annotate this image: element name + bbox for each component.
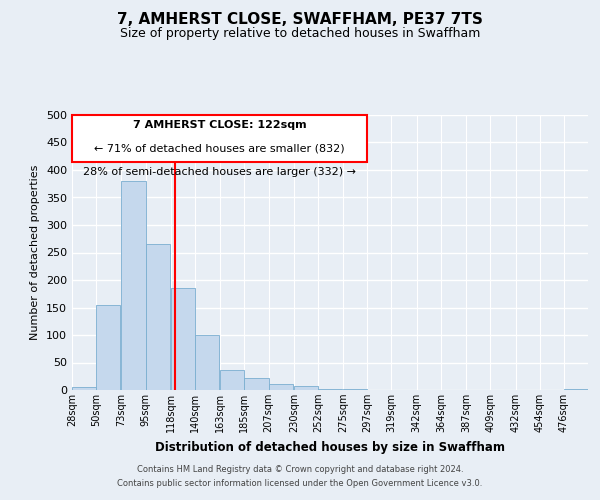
FancyBboxPatch shape <box>72 115 367 162</box>
Bar <box>195 335 219 390</box>
Bar <box>294 386 318 390</box>
Text: 7, AMHERST CLOSE, SWAFFHAM, PE37 7TS: 7, AMHERST CLOSE, SWAFFHAM, PE37 7TS <box>117 12 483 28</box>
Bar <box>220 370 244 390</box>
Bar <box>244 378 269 390</box>
Bar <box>318 389 342 390</box>
X-axis label: Distribution of detached houses by size in Swaffham: Distribution of detached houses by size … <box>155 440 505 454</box>
Bar <box>96 304 121 390</box>
Text: Contains HM Land Registry data © Crown copyright and database right 2024.
Contai: Contains HM Land Registry data © Crown c… <box>118 466 482 487</box>
Y-axis label: Number of detached properties: Number of detached properties <box>31 165 40 340</box>
Text: Size of property relative to detached houses in Swaffham: Size of property relative to detached ho… <box>120 28 480 40</box>
Text: 7 AMHERST CLOSE: 122sqm: 7 AMHERST CLOSE: 122sqm <box>133 120 307 130</box>
Bar <box>72 386 96 390</box>
Bar <box>146 244 170 390</box>
Text: 28% of semi-detached houses are larger (332) →: 28% of semi-detached houses are larger (… <box>83 167 356 177</box>
Bar <box>269 384 293 390</box>
Bar <box>564 389 588 390</box>
Bar <box>121 181 146 390</box>
Bar <box>171 288 195 390</box>
Text: ← 71% of detached houses are smaller (832): ← 71% of detached houses are smaller (83… <box>94 144 345 154</box>
